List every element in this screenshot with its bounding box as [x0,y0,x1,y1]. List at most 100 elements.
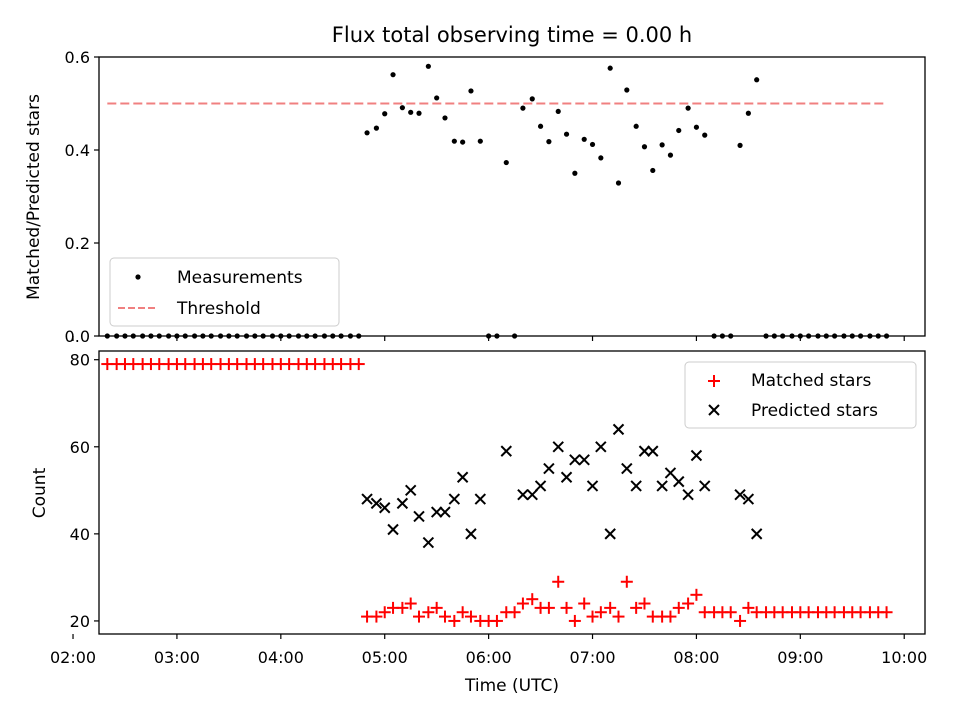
predicted-star-point [682,488,694,501]
matched-legend-label: Matched stars [751,371,871,391]
matched-star-point [568,614,581,627]
predicted-star-point [379,502,391,514]
matched-star-point [370,610,383,623]
predicted-star-point [448,493,461,505]
predicted-star-point [656,480,668,492]
predicted-star-point [430,506,443,518]
predicted-star-point [439,506,451,518]
matched-star-point [672,601,685,614]
count-legend-frame [684,361,917,429]
predicted-star-point [673,475,685,488]
count-plot-frame [98,350,926,635]
count-panel: 20 40 60 80 02:00 03:00 04:00 05:00 06:00 07:00 08… [30,350,927,696]
matched-star-point [664,610,677,623]
predicted-star-point [552,441,564,453]
predicted-legend-label: Predicted stars [751,401,878,421]
ratio-y-tick-label: 0.4 [65,141,90,160]
matched-star-point [690,588,703,601]
x-tick-label: 06:00 [466,648,512,667]
measurement-point [399,105,405,111]
matched-star-point [560,601,573,614]
ratio-legend-frame [109,257,340,327]
predicted-star-point [361,493,373,505]
matched-star-point [526,593,539,606]
matched-star-point [378,606,391,619]
matched-star-point [352,358,365,371]
predicted-star-point [595,441,607,453]
predicted-star-point [370,497,383,510]
measurement-point [607,65,613,71]
measurement-point [754,77,760,83]
measurements-legend-marker [135,274,141,280]
measurement-point [659,142,665,148]
measurement-point [477,138,483,144]
matched-star-point [724,606,737,619]
matched-star-point [682,597,695,610]
measurement-point [555,108,561,115]
count-axes: 20 40 60 80 02:00 03:00 04:00 05:00 06:00 07:00 08… [50,351,927,667]
measurement-point [460,139,466,145]
measurement-point [529,96,535,102]
matched-star-point [604,601,617,614]
measurement-point [563,131,570,137]
matched-star-point [742,601,755,614]
matched-star-point [578,597,591,610]
measurement-point [589,141,596,148]
matched-star-point [464,610,477,623]
x-tick-label: 10:00 [881,648,927,667]
measurements-legend-label: Measurements [177,268,303,288]
matched-star-point [594,606,607,619]
predicted-star-point [742,493,755,505]
measurement-point [633,123,639,129]
predicted-star-point [690,449,703,462]
measurement-point [434,95,440,101]
measurement-point [390,72,396,78]
measurement-point [737,142,743,148]
matched-legend-marker [708,375,720,387]
measurement-point [382,111,388,117]
measurement-point [676,127,682,134]
x-tick-label: 05:00 [362,648,408,667]
count-y-tick-label: 80 [70,351,90,370]
matched-star-point [638,597,651,610]
measurement-point [581,136,587,142]
ratio-y-tick-label: 0.2 [65,234,90,253]
measurement-point [702,132,708,138]
predicted-star-point [604,528,616,540]
predicted-star-point [664,467,677,479]
matched-star-point [404,597,417,610]
predicted-star-point [500,445,512,457]
predicted-star-point [578,454,590,466]
measurement-point [408,109,414,115]
predicted-star-point [560,471,573,483]
ratio-legend: Measurements Threshold [109,257,340,327]
measurement-point [546,139,552,145]
x-tick-label: 03:00 [154,648,200,667]
matched-star-point [413,610,426,623]
matched-star-point [508,606,521,619]
measurement-point [685,105,691,111]
measurement-point [667,152,674,158]
matched-star-point [880,606,893,619]
measurement-point [693,124,700,130]
measurement-point [650,167,656,174]
ratio-y-tick-label: 0.0 [65,327,90,346]
predicted-star-point [638,445,651,457]
ratio-y-tick-label: 0.6 [65,48,90,67]
predicted-star-point [534,480,547,492]
x-tick-label: 07:00 [569,648,615,667]
ratio-panel: 0.0 0.2 0.4 0.6 Matched/Predicted stars Mea… [24,48,926,346]
threshold-legend-label: Threshold [176,299,261,319]
measurement-point [416,110,422,116]
matched-star-point [422,606,435,619]
predicted-star-point [474,493,487,505]
matched-star-point [586,610,599,623]
predicted-star-point [526,488,538,501]
x-tick-label: 02:00 [50,648,96,667]
measurement-point [468,88,474,94]
predicted-star-point [612,423,625,436]
measurement-point [641,144,648,150]
measurement-point [598,155,604,161]
predicted-star-point [569,454,581,466]
measurement-point [373,125,380,131]
